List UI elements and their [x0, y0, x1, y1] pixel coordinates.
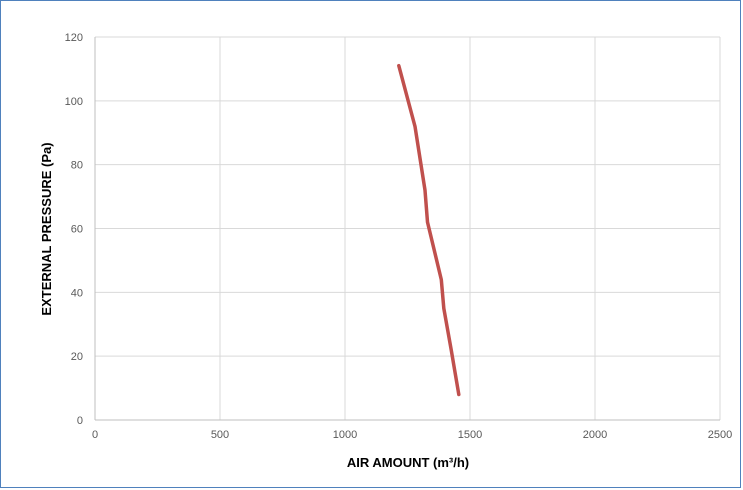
y-tick-label: 60 [71, 224, 83, 236]
x-tick-label: 1000 [333, 429, 357, 441]
series-layer [397, 63, 461, 397]
y-tick-label: 100 [65, 96, 83, 108]
x-tick-label: 2000 [583, 429, 607, 441]
y-tick-label: 40 [71, 287, 83, 299]
x-tick-label: 500 [211, 429, 229, 441]
y-tick-labels: 0 20 40 60 80 100 120 [65, 32, 83, 427]
series-line [397, 63, 461, 397]
y-tick-label: 120 [65, 32, 83, 44]
x-tick-label: 2500 [708, 429, 732, 441]
y-tick-label: 80 [71, 160, 83, 172]
x-tick-label: 1500 [458, 429, 482, 441]
y-axis-title: EXTERNAL PRESSURE (Pa) [39, 142, 54, 315]
y-tick-label: 0 [77, 415, 83, 427]
y-tick-label: 20 [71, 351, 83, 363]
x-axis-title: AIR AMOUNT (m³/h) [347, 455, 469, 470]
x-tick-labels: 0 500 1000 1500 2000 2500 [92, 429, 732, 441]
x-tick-label: 0 [92, 429, 98, 441]
axes [94, 37, 720, 421]
